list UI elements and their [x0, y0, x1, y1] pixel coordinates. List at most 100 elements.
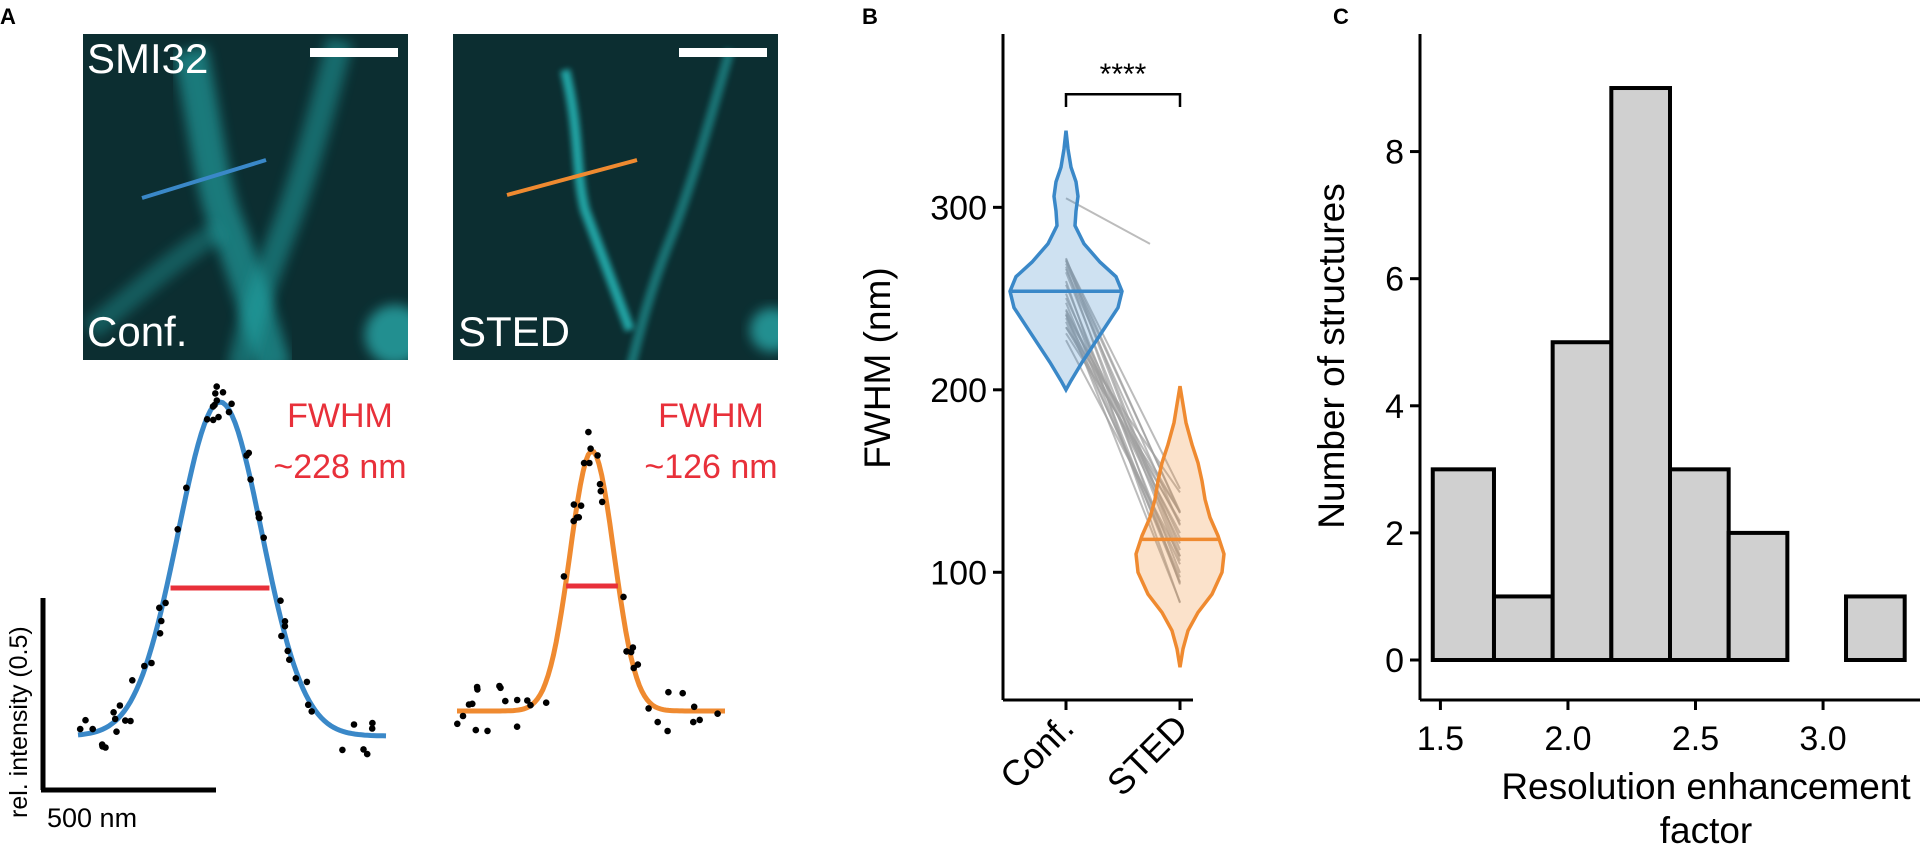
sted-profile-point	[570, 501, 578, 508]
confocal-profile-point	[111, 715, 119, 723]
sted-profile-point	[620, 593, 627, 601]
sted-profile-point	[679, 689, 686, 697]
sted-profile-point	[690, 703, 698, 711]
sted-profile-point	[513, 723, 521, 730]
confocal-profile-point	[174, 526, 181, 533]
sted-profile-point	[690, 718, 697, 726]
confocal-profile-point	[209, 416, 217, 424]
confocal-profile-point	[215, 413, 222, 421]
histogram-x-tick-label: 3.0	[1799, 720, 1846, 758]
sted-profile-point	[502, 697, 509, 705]
histogram-y-tick-label: 6	[1385, 261, 1404, 299]
sted-profile-point	[629, 644, 637, 651]
confocal-profile-point	[368, 725, 376, 732]
histogram-bar	[1844, 594, 1907, 663]
histogram-bar	[1668, 467, 1731, 662]
paired-line	[1065, 339, 1181, 557]
sted-profile-point	[474, 686, 481, 693]
confocal-profile-point	[122, 717, 129, 724]
violin-x-tick-label: STED	[1099, 707, 1196, 804]
histogram-x-tick-label: 1.5	[1417, 720, 1464, 758]
sted-profile-point	[577, 502, 585, 510]
sted-profile-point	[580, 459, 588, 467]
violin-y-tick-label: 200	[930, 372, 987, 410]
sted-profile-point	[454, 720, 461, 728]
confocal-profile-point	[183, 484, 190, 492]
confocal-profile-point	[212, 390, 219, 397]
confocal-profile-point	[141, 662, 148, 670]
intensity-profiles	[76, 383, 725, 758]
histogram-x-tick-label: 2.5	[1672, 720, 1719, 758]
intensity-scale-label: rel. intensity (0.5)	[5, 626, 33, 818]
confocal-profile-point	[76, 725, 84, 733]
violin-sted	[1134, 385, 1226, 668]
confocal-profile-point	[110, 709, 117, 716]
confocal-profile-curve	[77, 399, 387, 739]
confocal-profile-point	[113, 728, 120, 735]
confocal-profile-point	[260, 534, 268, 541]
confocal-profile-point	[148, 659, 155, 667]
confocal-profile-point	[203, 416, 211, 423]
sted-profile-point	[634, 661, 642, 668]
histogram-bar	[1430, 467, 1496, 662]
sted-mode-label: STED	[458, 308, 570, 355]
sted-scale-bar	[679, 48, 767, 57]
violin-y-tick-label: 100	[930, 554, 987, 592]
confocal-mode-label: Conf.	[87, 308, 187, 355]
panel-label-a: A	[0, 4, 16, 29]
histogram-bar	[1609, 86, 1673, 662]
histogram-y-tick-label: 8	[1385, 134, 1404, 172]
sted-profile-point	[696, 716, 703, 724]
confocal-profile-point	[281, 622, 289, 630]
sted-profile-point	[597, 487, 605, 495]
violin-y-tick-label: 300	[930, 189, 987, 227]
paired-line	[1065, 314, 1181, 603]
histogram-y-tick-label: 2	[1385, 515, 1404, 553]
confocal-profile-point	[339, 746, 346, 754]
histogram-x-tick-label: 2.0	[1544, 720, 1591, 758]
histogram-y-tick-label: 4	[1385, 388, 1404, 426]
sted-profile-point	[542, 699, 550, 706]
violin-x-tick-label: Conf.	[992, 707, 1082, 797]
confocal-profile-point	[245, 449, 253, 457]
confocal-profile-point	[304, 701, 312, 709]
sted-profile-point	[524, 697, 531, 704]
histogram-bar	[1491, 594, 1555, 663]
confocal-profile-point	[286, 656, 293, 663]
sted-profile-point	[513, 696, 521, 704]
confocal-scale-bar	[310, 48, 398, 57]
sted-profile-point	[575, 514, 583, 521]
confocal-profile-point	[281, 618, 289, 625]
confocal-profile-point	[213, 397, 221, 404]
sted-profile-point	[560, 573, 568, 580]
histogram-bar	[1550, 340, 1614, 662]
confocal-profile-point	[228, 400, 235, 408]
confocal-profile-point	[156, 630, 164, 637]
sted-profile-point	[465, 701, 473, 708]
sted-fwhm-value: ~126 nm	[644, 448, 777, 486]
violin-chart: 100 200 300 Conf. STED ****	[930, 34, 1226, 804]
confocal-profile-point	[162, 599, 169, 607]
confocal-profile-point	[350, 721, 358, 728]
paired-line	[1065, 259, 1181, 490]
confocal-profile-point	[247, 476, 254, 483]
sted-profile-point	[459, 712, 467, 720]
sted-profile-point	[596, 480, 604, 488]
histogram-bar	[1726, 530, 1790, 662]
sted-profile-point	[472, 726, 480, 734]
confocal-profile-point	[255, 514, 263, 521]
sted-image	[453, 34, 778, 360]
stain-label: SMI32	[87, 35, 208, 82]
confocal-profile-point	[158, 617, 165, 625]
histogram-y-tick-label: 0	[1385, 642, 1404, 680]
violin-y-axis-label: FWHM (nm)	[857, 267, 898, 468]
confocal-profile-point	[127, 717, 134, 725]
confocal-profile-point	[129, 677, 136, 684]
confocal-profile-point	[284, 647, 292, 655]
significance-bracket	[1064, 92, 1182, 107]
confocal-profile-point	[308, 708, 316, 715]
histogram-x-axis-label-line1: Resolution enhancement	[1501, 766, 1911, 807]
confocal-profile-point	[89, 725, 96, 733]
confocal-profile-point	[213, 383, 220, 390]
